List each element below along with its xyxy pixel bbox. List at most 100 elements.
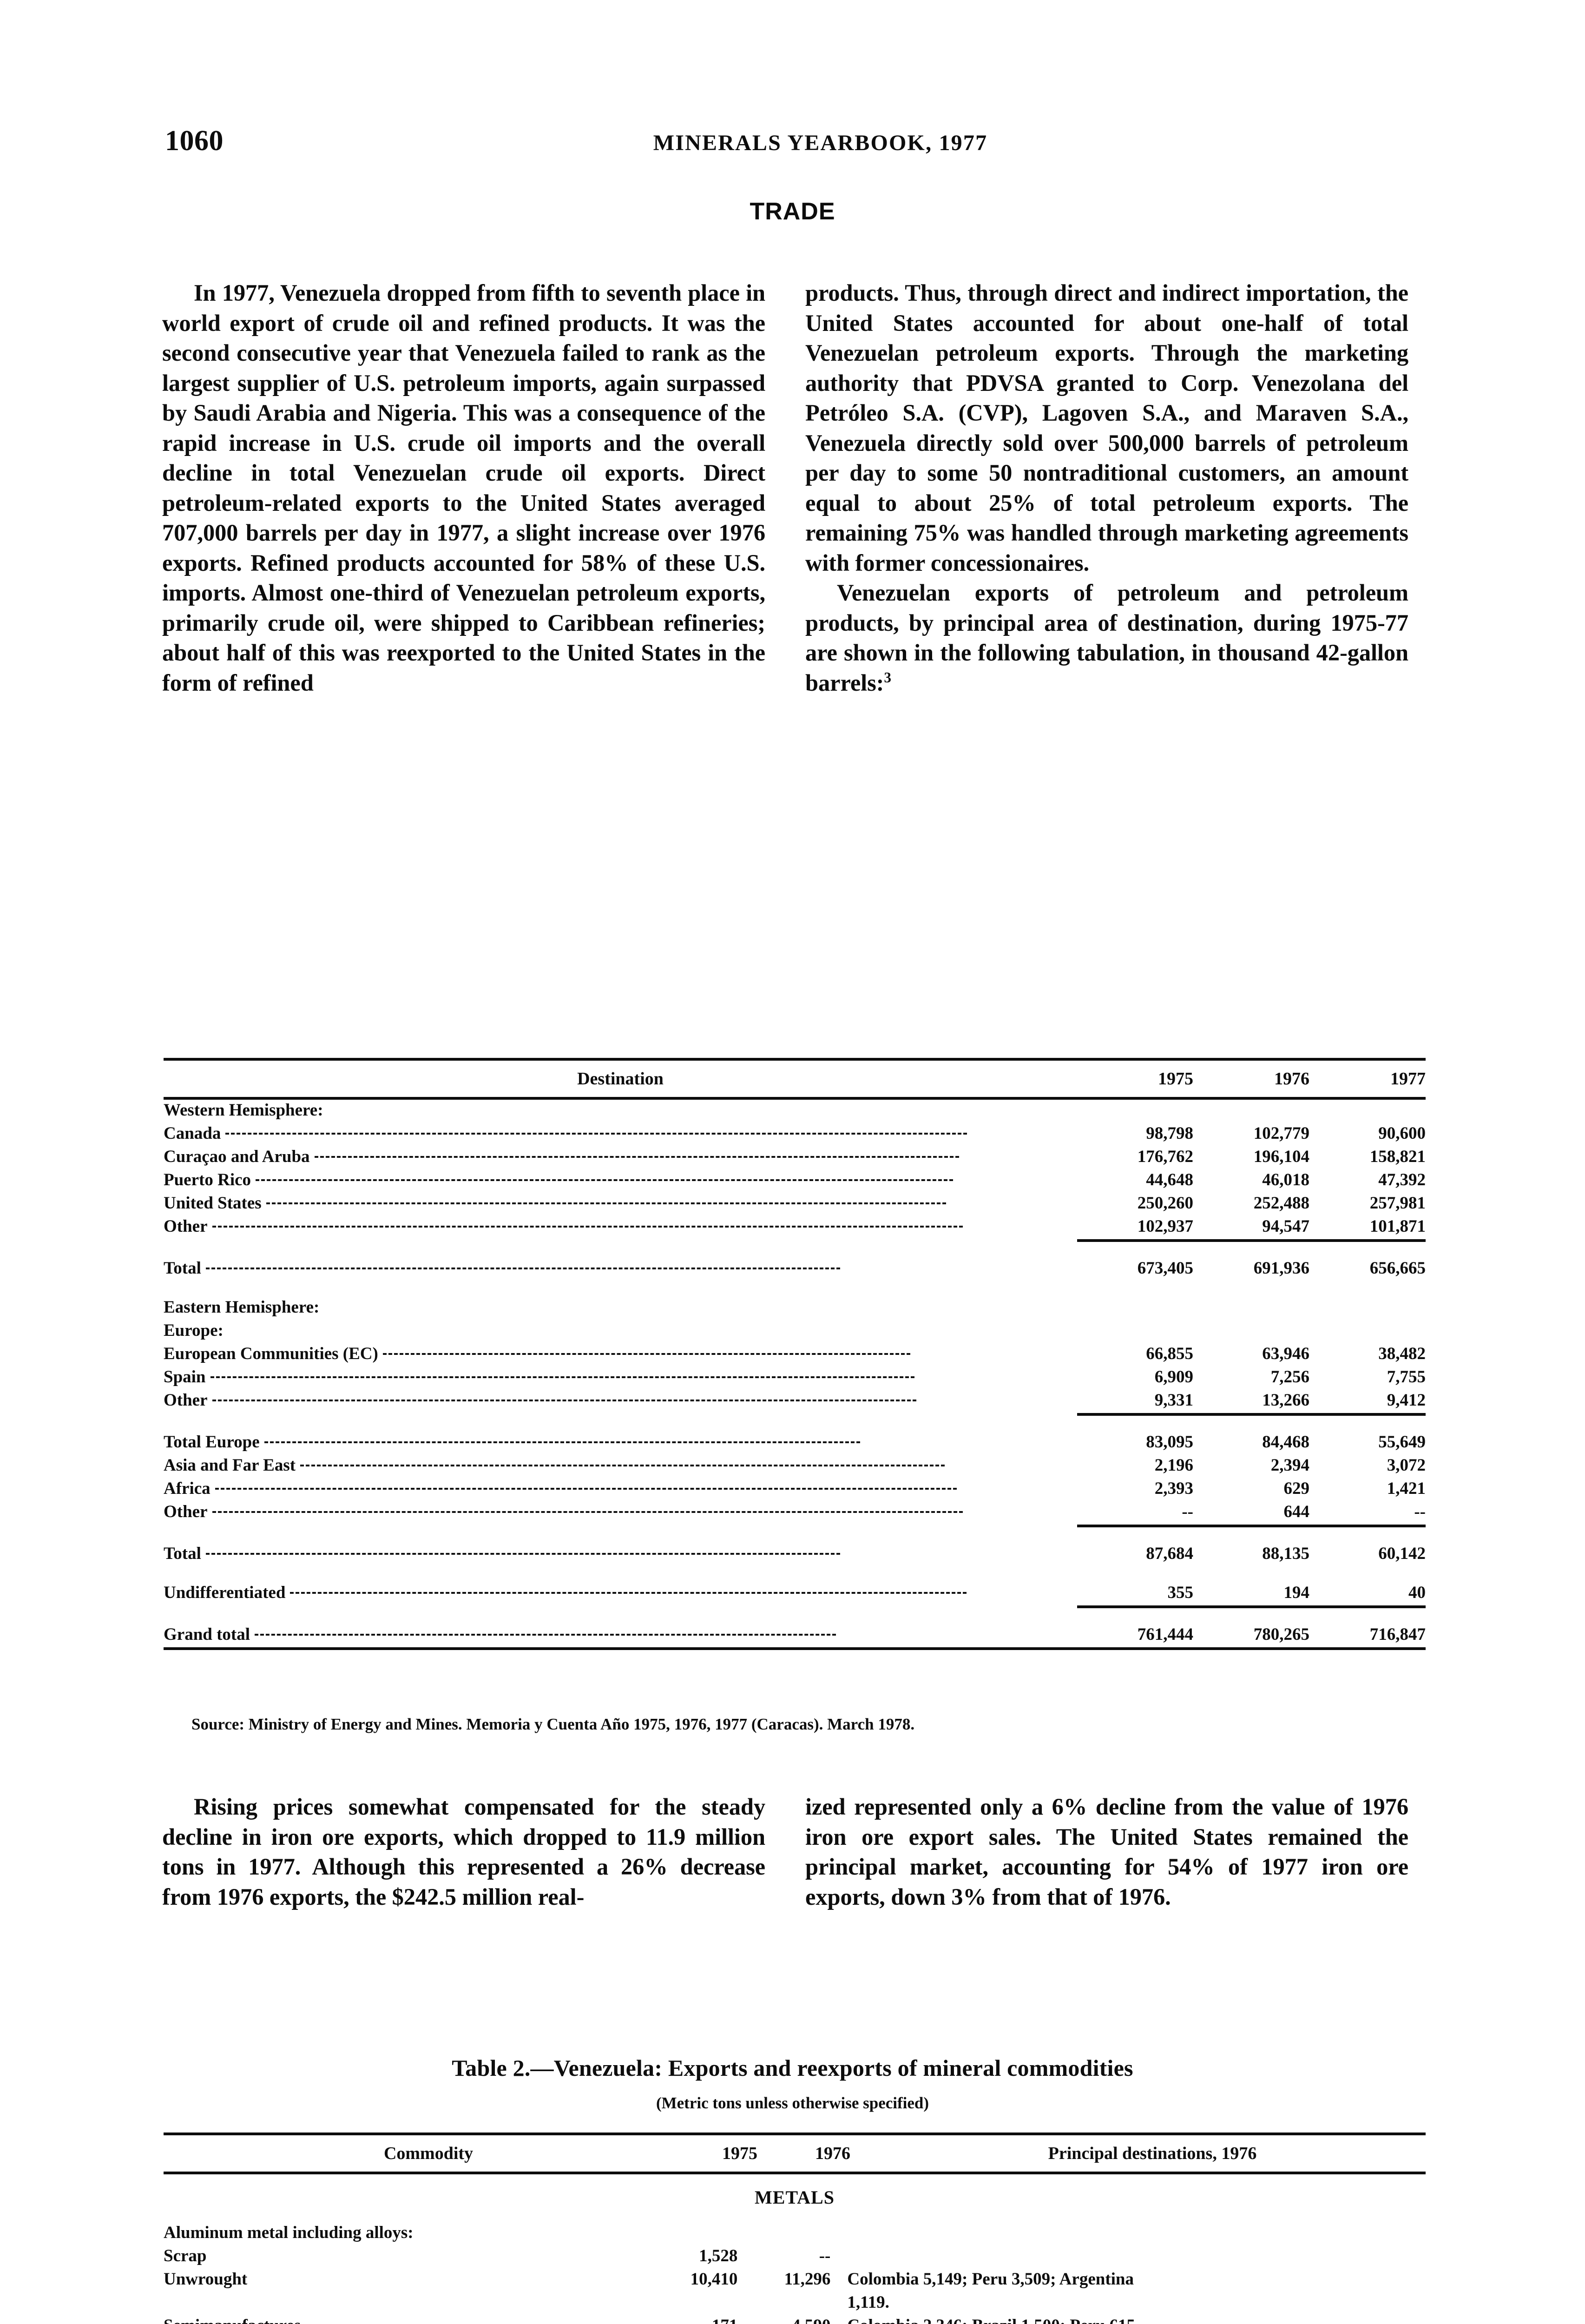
- column-left-bottom: Rising prices somewhat compensated for t…: [162, 1792, 765, 1912]
- column-header-1976: 1976: [1274, 1069, 1309, 1089]
- cell-value-1975: 2,393: [1154, 1479, 1193, 1498]
- cell-value-1976: [1193, 1320, 1309, 1343]
- column-header-1977: 1977: [1390, 1069, 1426, 1089]
- table-spacer-row: [164, 1281, 1426, 1297]
- leader-dots: [300, 1465, 945, 1466]
- row-label-text: Other: [164, 1391, 208, 1410]
- cell-value-1977: 158,821: [1369, 1147, 1426, 1166]
- cell-value-1976: 780,265: [1253, 1625, 1309, 1644]
- paragraph-right-top-1: products. Thus, through direct and indir…: [805, 280, 1408, 576]
- cell-value-1977: 60,142: [1378, 1544, 1426, 1563]
- table2-body: Aluminum metal including alloys: Scrap 1,5…: [164, 2222, 1426, 2324]
- column-header-t2-1975: 1975: [722, 2144, 757, 2163]
- table-spacer-row: [164, 1566, 1426, 1582]
- table-row: Other -- 644 --: [164, 1501, 1426, 1525]
- rule-line: [1077, 1239, 1426, 1242]
- cell-value-1976: 252,488: [1253, 1194, 1309, 1213]
- cell-value-1976: 196,104: [1253, 1147, 1309, 1166]
- body-text-block-bottom: Rising prices somewhat compensated for t…: [162, 1792, 1408, 1912]
- row-label: Europe:: [164, 1320, 1077, 1343]
- cell-value-1975: 9,331: [1154, 1391, 1193, 1410]
- table-row: Other 102,937 94,547 101,871: [164, 1216, 1426, 1239]
- cell-value-1977: 3,072: [1387, 1456, 1426, 1475]
- table-row: Grand total 761,444 780,265 716,847: [164, 1624, 1426, 1647]
- row-label-text: Spain: [164, 1367, 206, 1386]
- paragraph-right-bottom: ized represented only a 6% decline from …: [805, 1794, 1408, 1910]
- column-header-t2-1976: 1976: [815, 2144, 850, 2163]
- row-label: [164, 2292, 645, 2315]
- leader-dots: [264, 1441, 860, 1443]
- cell-value-1976: 194: [1283, 1583, 1310, 1602]
- running-head-title: MINERALS YEARBOOK, 1977: [653, 131, 988, 155]
- spacer-cell: [164, 1416, 1426, 1432]
- rule-line: [1077, 1413, 1426, 1416]
- row-label-text: Other: [164, 1502, 208, 1521]
- cell-value-1976: 4,590: [737, 2315, 830, 2324]
- cell-value-1975: [1077, 1320, 1193, 1343]
- paragraph-left-bottom: Rising prices somewhat compensated for t…: [162, 1794, 765, 1910]
- table-row: Puerto Rico 44,648 46,018 47,392: [164, 1169, 1426, 1193]
- footnote-marker: 3: [884, 669, 891, 686]
- cell-value-1977: 40: [1408, 1583, 1426, 1602]
- row-label-text: Unwrought: [164, 2270, 248, 2289]
- paragraph-right-top-2: Venezuelan exports of petroleum and petr…: [805, 578, 1408, 698]
- row-label-text: Asia and Far East: [164, 1456, 296, 1475]
- tabulation-body: Western Hemisphere: Canada 98,798 102,779 90…: [164, 1100, 1426, 1647]
- cell-value-1976: 13,266: [1262, 1391, 1309, 1410]
- cell-value-1977: [1309, 1100, 1426, 1123]
- cell-value-1976: 2,394: [1270, 1456, 1309, 1475]
- spacer-cell: [164, 1281, 1426, 1297]
- table-section-row: Eastern Hemisphere:: [164, 1297, 1426, 1320]
- leader-dots: [256, 1179, 954, 1181]
- row-label-text: United States: [164, 1194, 262, 1213]
- rule-bar: [1077, 1525, 1426, 1527]
- table-subtotal-rule: [164, 1413, 1426, 1416]
- cell-value-1976: 11,296: [784, 2270, 831, 2289]
- cell-value-1976: 644: [1283, 1502, 1310, 1521]
- column-header-destination: Destination: [577, 1069, 664, 1089]
- cell-value-1975: 66,855: [1146, 1344, 1193, 1363]
- column-header-1975: 1975: [1158, 1069, 1193, 1089]
- cell-value-1977: 90,600: [1378, 1124, 1426, 1143]
- cell-value-1976: 102,779: [1253, 1124, 1309, 1143]
- table2-header-rule: [164, 2172, 1426, 2174]
- table-row: Asia and Far East 2,196 2,394 3,072: [164, 1455, 1426, 1478]
- table2-group-heading-metals: METALS: [755, 2187, 835, 2208]
- cell-value-1975: 1,528: [699, 2246, 738, 2265]
- row-label: Spain: [164, 1367, 1077, 1390]
- cell-value-1977: 55,649: [1378, 1433, 1426, 1452]
- cell-value-1975: 176,762: [1137, 1147, 1193, 1166]
- cell-value-1975: 87,684: [1146, 1544, 1193, 1563]
- cell-value-1975: [1077, 1100, 1193, 1123]
- cell-destinations: Colombia 2,346; Brazil 1,500; Peru 615.: [830, 2315, 1426, 2324]
- cell-value-1975: 102,937: [1137, 1217, 1193, 1236]
- leader-dots: [382, 1353, 910, 1355]
- table-subtotal-rule: [164, 1239, 1426, 1242]
- row-label: Curaçao and Aruba: [164, 1146, 1077, 1169]
- cell-value-1975: [645, 2292, 737, 2315]
- tabulation-petroleum-exports: Destination 1975 1976 1977 Western Hemis…: [164, 1058, 1426, 1650]
- leader-dots: [290, 1592, 967, 1594]
- row-label: Puerto Rico: [164, 1169, 1077, 1193]
- row-label: Africa: [164, 1478, 1077, 1501]
- row-label: Undifferentiated: [164, 1582, 1077, 1605]
- cell-value-1976: [737, 2292, 830, 2315]
- table-subtotal-rule: [164, 1605, 1426, 1608]
- leader-dots: [205, 1553, 840, 1555]
- cell-destinations: Colombia 5,149; Peru 3,509; Argentina: [847, 2270, 1134, 2289]
- table2-head-table: Commodity 1975 1976 Principal destinatio…: [164, 2135, 1426, 2172]
- table-top-rule: [164, 1058, 1426, 1061]
- section-heading: TRADE: [750, 198, 835, 225]
- tabulation-table: Destination 1975 1976 1977: [164, 1061, 1426, 1097]
- table-row: Total 87,684 88,135 60,142: [164, 1543, 1426, 1566]
- column-left: In 1977, Venezuela dropped from fifth to…: [162, 278, 765, 698]
- running-head: 1060 MINERALS YEARBOOK, 1977: [165, 125, 1420, 162]
- cell-value-1976: 84,468: [1262, 1433, 1309, 1452]
- row-label-text: Africa: [164, 1479, 210, 1498]
- table-row: Spain 6,909 7,256 7,755: [164, 1367, 1426, 1390]
- row-label-text: Western Hemisphere:: [164, 1101, 323, 1120]
- cell-value-1975: 98,798: [1146, 1124, 1193, 1143]
- table-section-row: Western Hemisphere:: [164, 1100, 1426, 1123]
- table-section-row: Europe:: [164, 1320, 1426, 1343]
- table-row: Africa 2,393 629 1,421: [164, 1478, 1426, 1501]
